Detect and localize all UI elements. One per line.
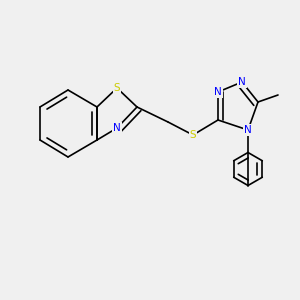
Text: N: N — [238, 77, 246, 87]
Text: S: S — [114, 83, 120, 93]
Text: N: N — [244, 125, 252, 135]
Text: S: S — [190, 130, 196, 140]
Text: N: N — [214, 87, 222, 97]
Text: N: N — [113, 123, 121, 133]
